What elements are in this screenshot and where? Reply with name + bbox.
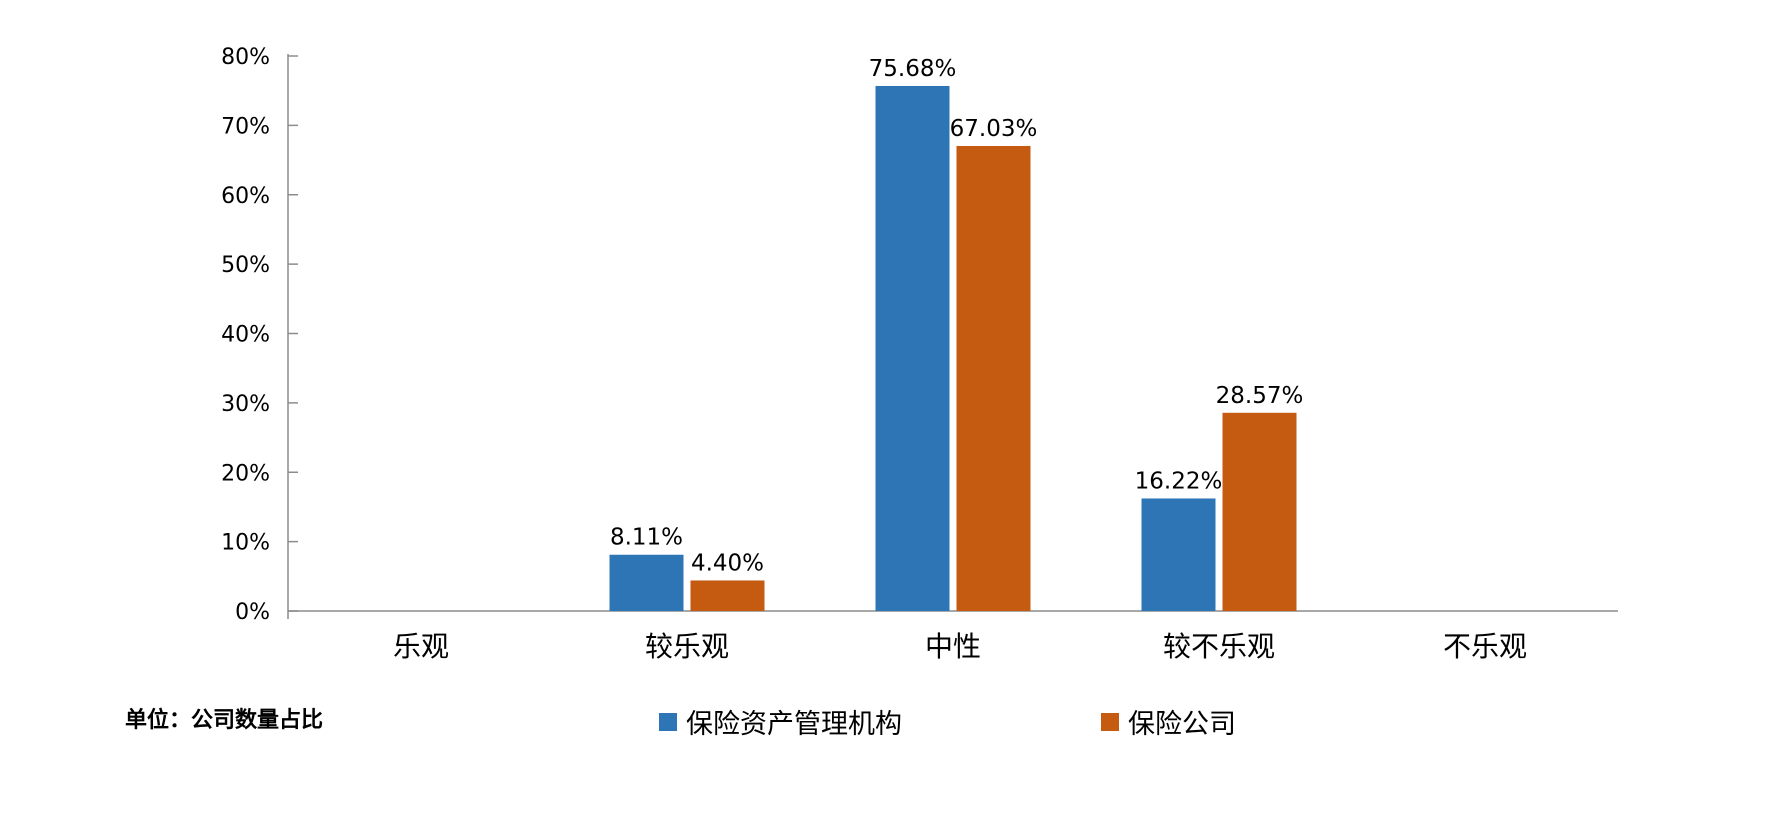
bars bbox=[609, 85, 1297, 612]
data-labels: 8.11% 4.40% 75.68% 67.03% 16.22% 28.57% bbox=[610, 56, 1303, 577]
legend-swatch-series-2 bbox=[1101, 712, 1119, 731]
legend-swatch-series-1 bbox=[659, 712, 677, 731]
data-label: 4.40% bbox=[691, 550, 764, 576]
bar-series-2 bbox=[956, 145, 1031, 611]
y-tick-label: 60% bbox=[221, 184, 270, 209]
unit-note: 单位：公司数量占比 bbox=[125, 708, 324, 733]
legend: 保险资产管理机构 保险公司 bbox=[0, 702, 1791, 742]
bar-series-2 bbox=[690, 580, 765, 611]
data-label: 75.68% bbox=[869, 56, 957, 82]
data-label: 67.03% bbox=[950, 116, 1038, 142]
data-label: 16.22% bbox=[1135, 468, 1223, 494]
data-label: 8.11% bbox=[610, 525, 683, 551]
bar-series-1 bbox=[609, 554, 684, 611]
legend-item-series-1: 保险资产管理机构 bbox=[659, 702, 902, 741]
y-tick-label: 30% bbox=[221, 392, 270, 417]
y-tick-label: 10% bbox=[221, 531, 270, 556]
y-tick-label: 70% bbox=[221, 114, 270, 139]
data-label: 28.57% bbox=[1216, 383, 1304, 409]
legend-item-series-2: 保险公司 bbox=[1101, 702, 1236, 741]
x-tick-label: 较不乐观 bbox=[1163, 630, 1275, 663]
legend-label-series-2: 保险公司 bbox=[1128, 709, 1236, 740]
x-tick-label: 中性 bbox=[925, 630, 981, 663]
x-tick-label: 不乐观 bbox=[1443, 630, 1527, 663]
bar-series-1 bbox=[1141, 498, 1216, 611]
legend-label-series-1: 保险资产管理机构 bbox=[686, 709, 902, 740]
x-tick-label: 乐观 bbox=[393, 630, 449, 663]
y-tick-label: 0% bbox=[235, 600, 270, 625]
y-tick-label: 50% bbox=[221, 253, 270, 278]
x-tick-label: 较乐观 bbox=[645, 630, 729, 663]
y-tick-label: 20% bbox=[221, 461, 270, 486]
bar-series-2 bbox=[1222, 412, 1297, 611]
y-tick-label: 40% bbox=[221, 323, 270, 348]
y-tick-label: 80% bbox=[221, 45, 270, 70]
axes: 0% 10% 20% 30% 40% 50% 60% 70% 80% 乐观 较乐观 中性 较不乐观 不乐观 bbox=[221, 45, 1618, 663]
bar-series-1 bbox=[875, 85, 950, 612]
